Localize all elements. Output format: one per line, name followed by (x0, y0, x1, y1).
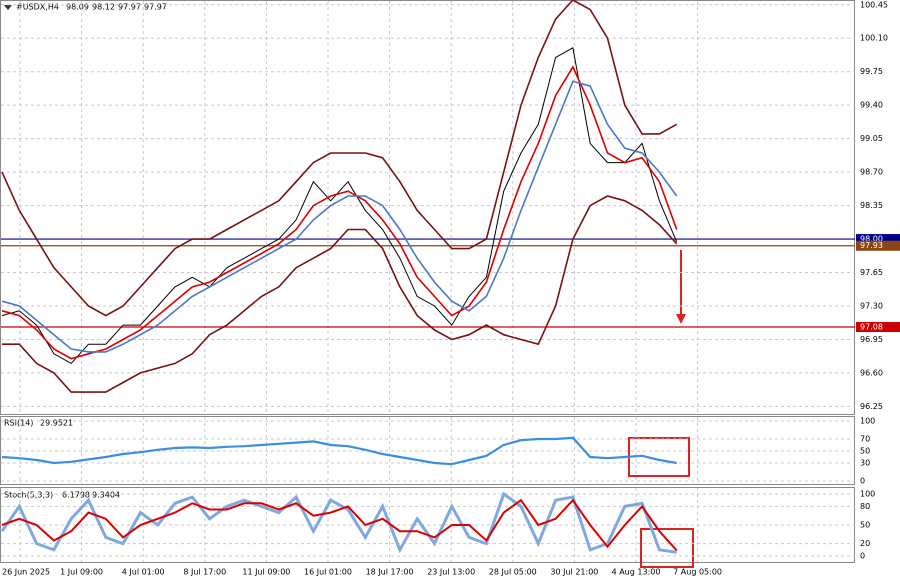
y-tick-label: 97.30 (860, 301, 883, 310)
stoch-tick-label: 100 (860, 490, 875, 499)
stoch-main: 6.1798 (62, 491, 90, 500)
y-tick-label: 100.45 (860, 0, 888, 9)
x-tick-label: 1 Jul 09:00 (60, 568, 103, 577)
y-tick-label: 98.70 (860, 168, 883, 177)
x-tick-label: 26 Jun 2025 (2, 568, 50, 577)
stoch-label: Stoch(5,3,3) (4, 491, 53, 500)
level-label: 98.00 (860, 235, 883, 244)
y-tick-label: 96.25 (860, 402, 883, 411)
y-tick-label: 97.65 (860, 268, 883, 277)
x-tick-label: 30 Jul 21:00 (550, 568, 598, 577)
arrow-head (676, 314, 686, 324)
level-tag (856, 234, 900, 245)
stoch-tick-label: 0 (860, 552, 865, 561)
stoch-signal: 9.3404 (92, 491, 120, 500)
x-tick-label: 4 Jul 01:00 (122, 568, 165, 577)
stoch-highlight (640, 528, 694, 568)
price-line (1, 47, 678, 365)
ohlc-close: 97.97 (144, 3, 167, 12)
rsi-label: RSI(14) (4, 419, 33, 428)
ohlc-high: 98.12 (92, 3, 115, 12)
price-line (2, 195, 678, 393)
rsi-line (1, 436, 677, 466)
level-tag (856, 322, 900, 333)
level-label: 97.08 (860, 323, 883, 332)
ohlc-low: 97.97 (118, 3, 141, 12)
level-label: 97.93 (860, 241, 883, 250)
price-line (1, 65, 678, 360)
y-tick-label: 99.05 (860, 134, 883, 143)
x-tick-label: 7 Aug 05:00 (673, 568, 722, 577)
x-tick-label: 23 Jul 13:00 (427, 568, 475, 577)
x-tick-label: 18 Jul 17:00 (366, 568, 414, 577)
symbol: #USDX,H4 (16, 3, 59, 12)
y-tick-label: 99.75 (860, 67, 883, 76)
x-tick-label: 28 Jul 05:00 (489, 568, 537, 577)
level-tag (856, 240, 900, 251)
y-tick-label: 96.95 (860, 335, 883, 344)
x-tick-label: 11 Jul 09:00 (242, 568, 290, 577)
rsi-tick-label: 100 (860, 417, 875, 426)
stoch-line (0, 491, 677, 554)
rsi-tick-label: 50 (860, 447, 870, 456)
main-frame (0, 0, 855, 415)
rsi-tick-label: 70 (860, 435, 870, 444)
stoch-tick-label: 20 (860, 539, 870, 548)
price-line (1, 80, 678, 353)
dropdown-icon[interactable] (4, 5, 12, 10)
stoch-tick-label: 80 (860, 502, 870, 511)
stoch-tick-label: 50 (860, 521, 870, 530)
x-tick-label: 4 Aug 13:00 (612, 568, 661, 577)
rsi-tick-label: 30 (860, 459, 870, 468)
y-tick-label: 100.10 (860, 34, 888, 43)
y-tick-label: 99.40 (860, 101, 883, 110)
rsi-value: 29.9521 (40, 419, 73, 428)
price-line (1, 0, 678, 317)
x-tick-label: 16 Jul 01:00 (304, 568, 352, 577)
x-tick-label: 8 Jul 17:00 (183, 568, 226, 577)
stoch-line (1, 498, 678, 552)
y-tick-label: 96.60 (860, 368, 883, 377)
y-tick-label: 98.35 (860, 201, 883, 210)
ohlc-open: 98.09 (66, 3, 89, 12)
rsi-tick-label: 0 (860, 477, 865, 486)
